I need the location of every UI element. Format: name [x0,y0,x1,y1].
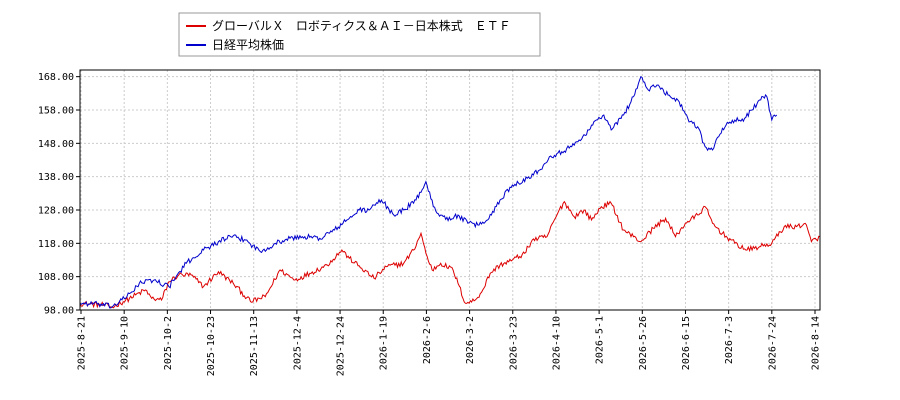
x-tick-label: 2026-8-14 [811,316,822,370]
x-tick-label: 2025-10-2 [163,316,174,370]
x-tick-label: 2026-6-15 [681,316,692,370]
y-tick-label: 138.00 [38,172,74,183]
x-tick-label: 2025-12-24 [336,316,347,376]
x-tick-label: 2026-7-24 [767,316,778,370]
grid [80,70,820,311]
y-tick-label: 108.00 [38,272,74,283]
x-tick-label: 2026-2-6 [422,316,433,364]
series-line-etf [79,200,821,309]
x-tick-label: 2025-11-13 [249,316,260,376]
legend-label-nikkei: 日経平均株価 [212,37,284,52]
legend: グローバルＸ ロボティクス＆ＡＩ－日本株式 ＥＴＦ 日経平均株価 [178,12,541,57]
x-tick-label: 2026-4-10 [551,316,562,370]
x-tick-label: 2025-12-4 [292,316,303,370]
x-tick-label: 2026-5-26 [638,316,649,370]
y-tick-label: 128.00 [38,206,74,217]
x-tick-label: 2026-7-3 [724,316,735,364]
x-tick-label: 2026-5-1 [595,316,606,364]
y-tick-label: 148.00 [38,139,74,150]
legend-box [178,12,541,57]
y-tick-label: 118.00 [38,239,74,250]
y-tick-label: 168.00 [38,72,74,83]
y-tick-label: 158.00 [38,106,74,117]
y-axis: 98.00 108.00 118.00 128.00 138.00 148.00 158.0… [38,72,80,317]
y-tick-label: 98.00 [44,306,74,317]
x-tick-label: 2026-1-19 [379,316,390,370]
series-layer [79,75,821,309]
x-tick-label: 2025-8-21 [77,316,88,370]
x-tick-label: 2025-10-23 [206,316,217,376]
plot-frame [79,69,821,311]
x-axis: 2025-8-21 2025-9-10 2025-10-2 2025-10-23 202… [77,310,822,376]
x-tick-label: 2026-3-23 [508,316,519,370]
series-line-nikkei [79,75,778,309]
x-tick-label: 2025-9-10 [120,316,131,370]
legend-label-etf: グローバルＸ ロボティクス＆ＡＩ－日本株式 ＥＴＦ [212,18,511,33]
x-tick-label: 2026-3-2 [465,316,476,364]
